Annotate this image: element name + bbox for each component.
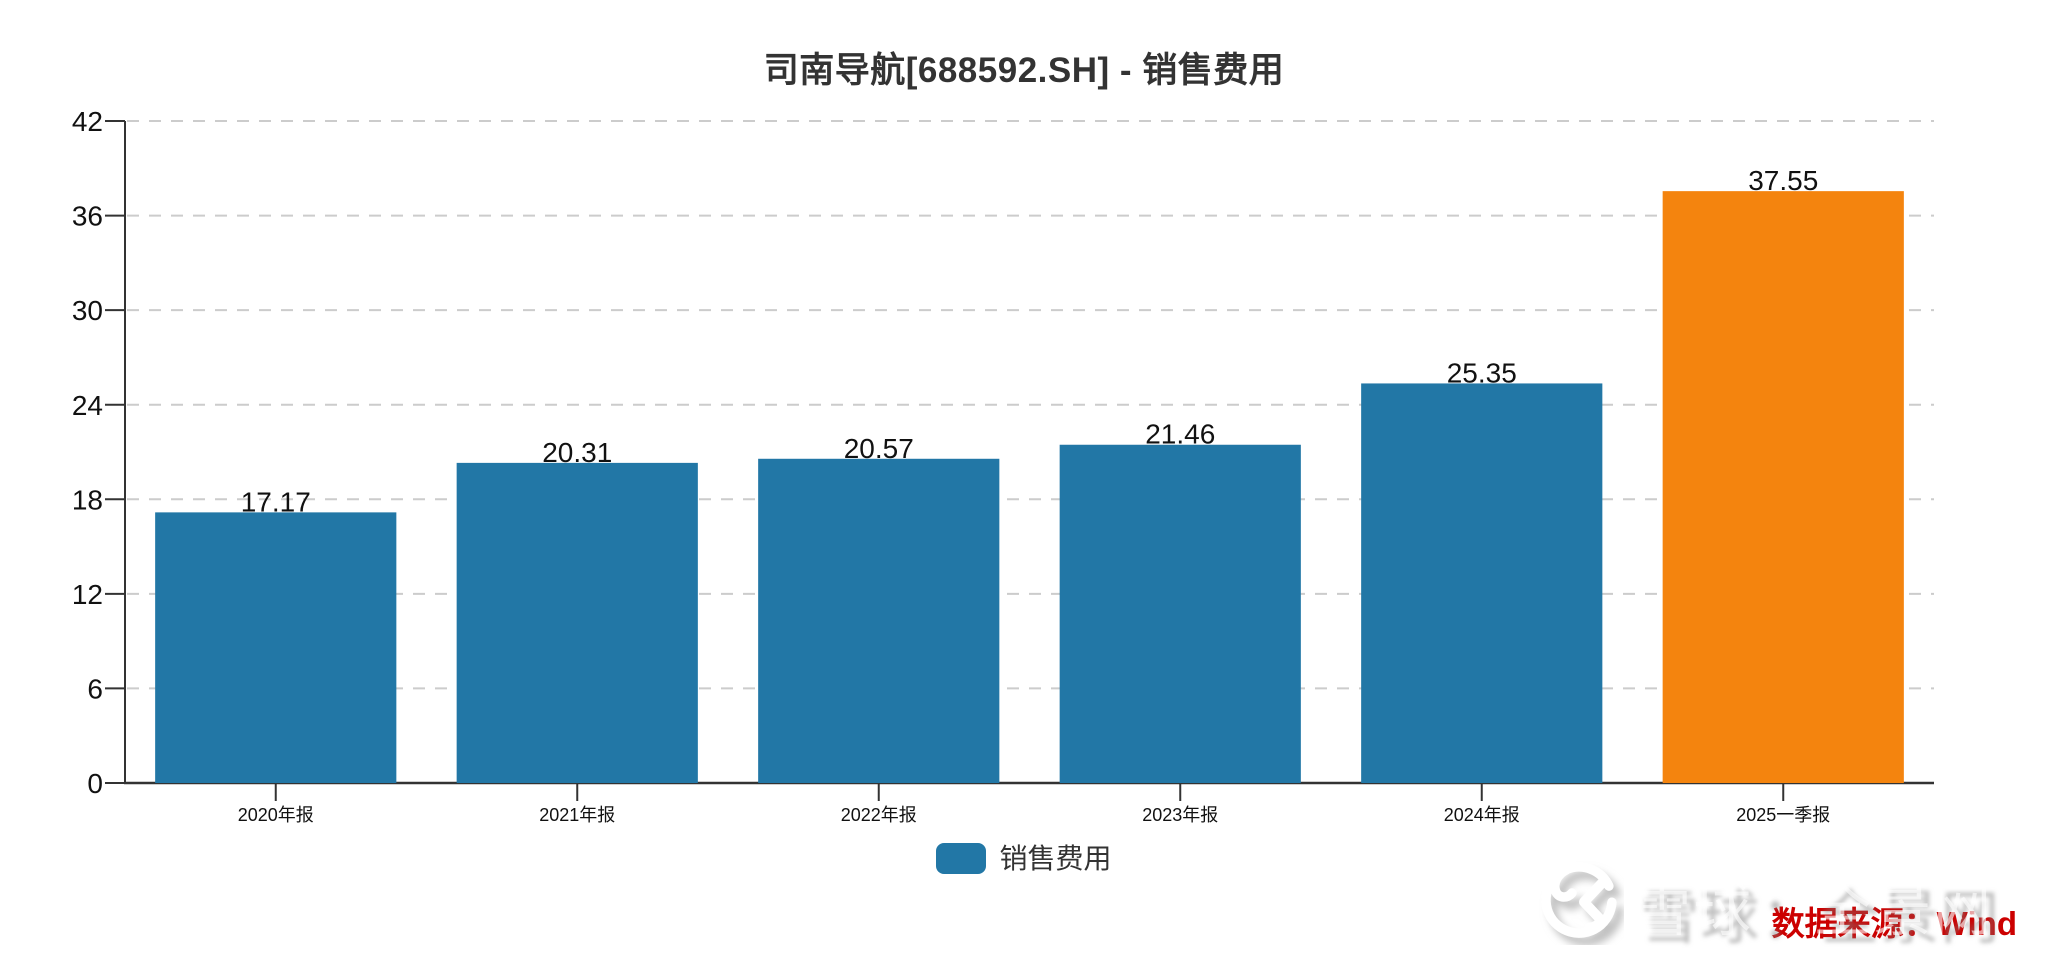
y-axis-label-12: 12: [72, 579, 103, 610]
legend-label: 销售费用: [999, 842, 1112, 874]
chart-title: 司南导航[688592.SH] - 销售费用: [763, 51, 1285, 90]
x-axis-label-2020年报: 2020年报: [238, 805, 314, 825]
y-axis-label-18: 18: [72, 484, 103, 515]
bar-2022年报[interactable]: [758, 458, 1000, 783]
y-axis-label-0: 0: [87, 768, 103, 799]
bar-2020年报[interactable]: [155, 512, 397, 783]
value-label-2024年报: 25.35: [1447, 357, 1517, 388]
legend-item-sales-expense[interactable]: 销售费用: [0, 840, 2048, 876]
x-axis-label-2021年报: 2021年报: [539, 805, 615, 825]
value-label-2025一季报: 37.55: [1748, 165, 1818, 196]
bar-2023年报[interactable]: [1059, 444, 1301, 783]
bar-2025一季报[interactable]: [1662, 191, 1904, 783]
y-axis-label-42: 42: [72, 106, 103, 137]
value-label-2022年报: 20.57: [844, 433, 914, 464]
value-label-2023年报: 21.46: [1145, 419, 1215, 450]
y-axis-label-30: 30: [72, 295, 103, 326]
x-axis-label-2022年报: 2022年报: [841, 805, 917, 825]
y-axis-label-6: 6: [87, 674, 103, 705]
x-axis-label-2023年报: 2023年报: [1142, 805, 1218, 825]
value-label-2020年报: 17.17: [241, 486, 311, 517]
value-label-2021年报: 20.31: [542, 437, 612, 468]
data-source-note: 数据来源：Wind: [1771, 905, 2017, 942]
x-axis-label-2024年报: 2024年报: [1444, 805, 1520, 825]
bar-2024年报[interactable]: [1361, 383, 1603, 783]
bar-2021年报[interactable]: [456, 462, 698, 783]
x-axis-label-2025一季报: 2025一季报: [1736, 805, 1830, 825]
y-axis-label-36: 36: [72, 201, 103, 232]
y-axis-label-24: 24: [72, 390, 103, 421]
legend-marker: [936, 842, 987, 874]
